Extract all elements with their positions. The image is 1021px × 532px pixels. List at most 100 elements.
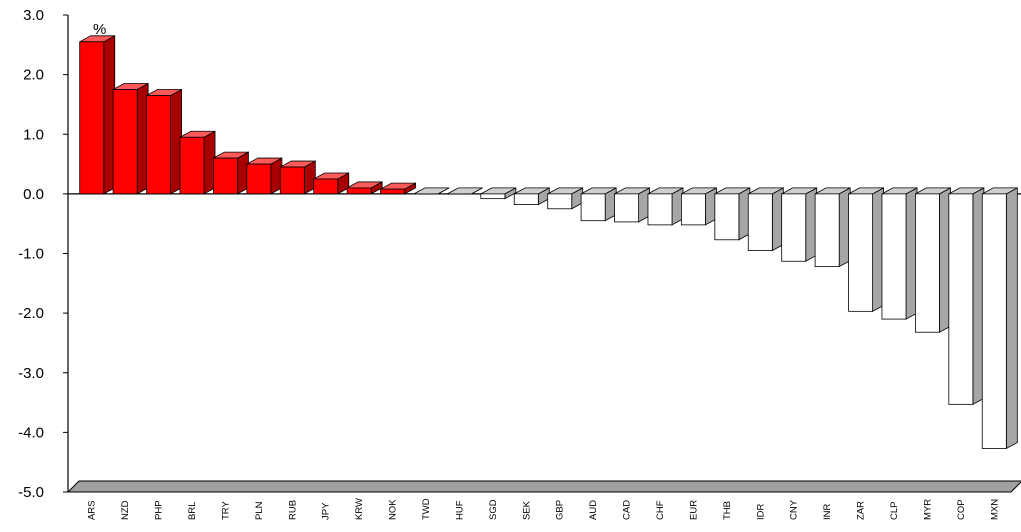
x-tick-label: CNY xyxy=(789,499,800,520)
bar-top-face xyxy=(447,187,483,195)
bar-front-face xyxy=(881,193,907,320)
bar-php xyxy=(146,88,183,195)
bar-chf xyxy=(647,187,684,226)
y-tick-label: -4.0 xyxy=(18,424,44,441)
bar-front-face xyxy=(680,193,706,226)
bars xyxy=(79,35,1018,450)
bar-front-face xyxy=(647,193,673,226)
bar-front-face xyxy=(146,95,172,195)
bar-front-face xyxy=(179,136,205,195)
x-tick-label: BRL xyxy=(187,502,198,520)
bar-cny xyxy=(781,187,818,262)
bar-cad xyxy=(614,187,651,223)
x-tick-label: MYR xyxy=(922,499,933,520)
bar-jpy xyxy=(313,172,350,195)
y-unit-label: % xyxy=(93,21,106,38)
bar-aud xyxy=(580,187,617,222)
bar-side-face xyxy=(1005,187,1018,450)
bar-front-face xyxy=(212,157,238,195)
bar-front-face xyxy=(380,188,406,195)
bar-gbp xyxy=(547,187,584,210)
x-tick-label: INR xyxy=(822,504,833,521)
bar-front-face xyxy=(948,193,974,405)
bar-mxn xyxy=(981,187,1018,450)
x-tick-label: SEK xyxy=(521,500,532,520)
bar-ars xyxy=(79,35,116,195)
bar-front-face xyxy=(346,187,372,195)
x-tick-label: SGD xyxy=(488,499,499,520)
x-tick-label: IDR xyxy=(755,504,766,521)
bar-try xyxy=(212,151,249,195)
y-tick-label: 1.0 xyxy=(23,126,44,143)
x-tick-label: CAD xyxy=(622,500,633,520)
bar-twd xyxy=(413,187,450,195)
x-tick-label: KRW xyxy=(354,498,365,520)
x-tick-label: NZD xyxy=(120,500,131,520)
x-tick-label: PHP xyxy=(154,500,165,520)
bar-nzd xyxy=(112,82,149,195)
chart-floor xyxy=(66,480,1021,493)
x-tick-label: PLN xyxy=(254,501,265,520)
bar-myr xyxy=(914,187,951,333)
bar-front-face xyxy=(580,193,606,222)
x-tick-label: CLP xyxy=(889,502,900,520)
bar-idr xyxy=(747,187,784,252)
chart-floor-slab xyxy=(66,480,1021,493)
bar-nok xyxy=(380,182,417,195)
y-tick-label: -5.0 xyxy=(18,484,44,501)
y-tick-label: 2.0 xyxy=(23,67,44,84)
x-tick-label: AUD xyxy=(588,500,599,520)
x-tick-label: JPY xyxy=(321,502,332,520)
bar-huf xyxy=(447,187,483,195)
y-tick-label: 0.0 xyxy=(23,186,44,203)
x-axis-ticks: ARS NZD PHP BRL TRY PLN RUB JPY KRW NOK TWD HUF SGD S… xyxy=(87,498,1001,520)
x-tick-label: MXN xyxy=(989,499,1000,520)
bar-front-face xyxy=(781,193,807,262)
bar-front-face xyxy=(279,166,305,195)
bar-front-face xyxy=(480,193,506,200)
bar-front-face xyxy=(246,163,272,195)
bar-front-face xyxy=(79,41,105,195)
y-tick-label: -3.0 xyxy=(18,365,44,382)
bar-cop xyxy=(948,187,985,406)
bar-pln xyxy=(246,157,283,195)
x-tick-label: RUB xyxy=(287,500,298,520)
x-tick-label: COP xyxy=(956,499,967,520)
bar-sek xyxy=(513,187,550,206)
x-tick-label: TRY xyxy=(220,501,231,520)
y-axis-ticks: 3.0 2.0 1.0 0.0 -1.0 -2.0 -3.0 -4.0 -5.0 xyxy=(18,7,68,501)
bar-sgd xyxy=(480,187,517,200)
bar-clp xyxy=(881,187,918,320)
bar-top-face xyxy=(413,187,450,195)
bar-front-face xyxy=(914,193,940,333)
y-tick-label: -1.0 xyxy=(18,246,44,263)
x-tick-label: NOK xyxy=(388,499,399,520)
x-tick-label: TWD xyxy=(421,498,432,520)
bar-front-face xyxy=(848,193,874,312)
x-tick-label: EUR xyxy=(688,500,699,520)
bar-front-face xyxy=(313,178,339,195)
bar-front-face xyxy=(714,193,740,241)
x-tick-label: HUF xyxy=(454,500,465,520)
x-tick-label: GBP xyxy=(555,500,566,520)
bar-thb xyxy=(714,187,751,241)
x-tick-label: ZAR xyxy=(856,501,867,520)
bar-rub xyxy=(279,160,316,195)
bar-front-face xyxy=(112,89,138,195)
bar-eur xyxy=(680,187,717,226)
bar-front-face xyxy=(747,193,773,251)
bar-krw xyxy=(346,181,383,195)
x-tick-label: ARS xyxy=(87,500,98,520)
y-tick-label: 3.0 xyxy=(23,7,44,24)
bar-front-face xyxy=(513,193,539,206)
bar-front-face xyxy=(547,193,573,210)
bar-inr xyxy=(814,187,851,268)
x-tick-label: THB xyxy=(722,501,733,520)
bar-zar xyxy=(848,187,885,313)
bar-brl xyxy=(179,130,216,195)
bar-front-face xyxy=(814,193,840,268)
bar-front-face xyxy=(614,193,640,223)
bar-front-face xyxy=(981,193,1007,449)
